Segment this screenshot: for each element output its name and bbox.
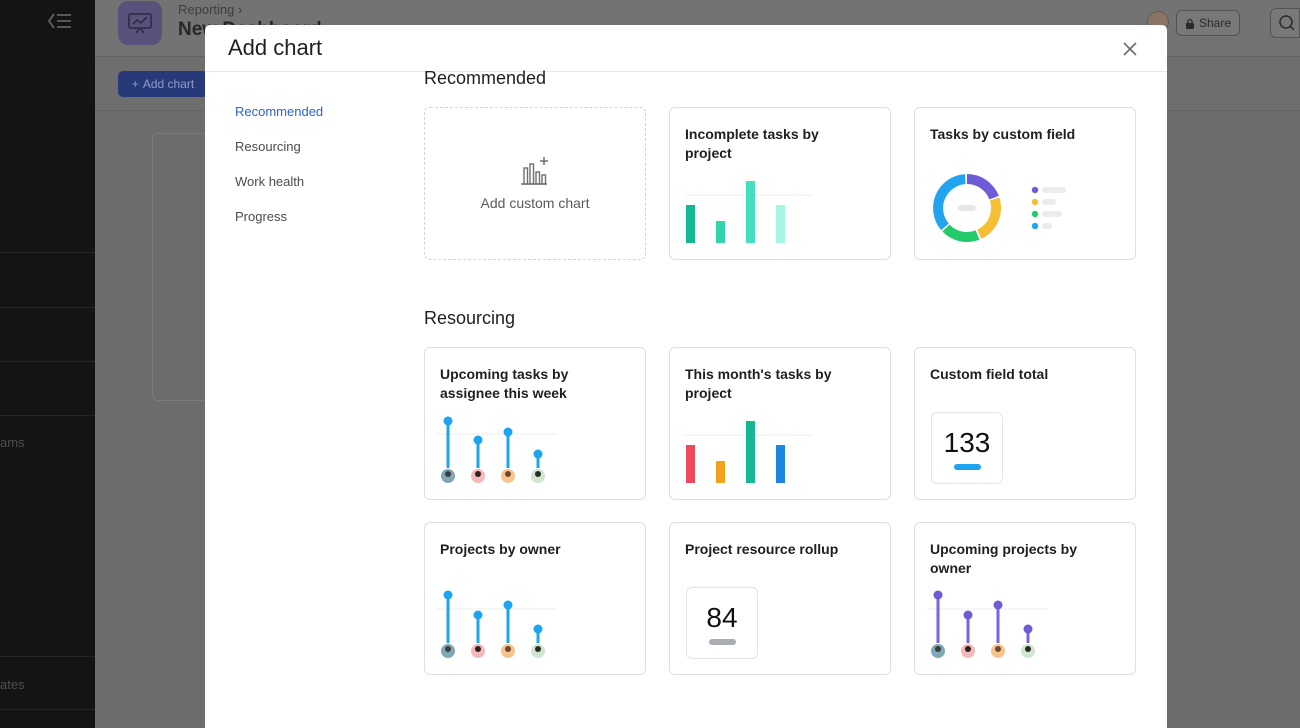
modal-title: Add chart xyxy=(228,35,323,60)
plus-icon: + xyxy=(131,77,139,91)
chart-card-projects-by-owner[interactable]: Projects by owner xyxy=(424,522,646,675)
nav-item-work-health[interactable]: Work health xyxy=(235,174,305,189)
search-icon xyxy=(1279,15,1295,31)
number-thumbnail: 133 xyxy=(931,412,1003,484)
close-button[interactable] xyxy=(1119,38,1140,59)
breadcrumb[interactable]: Reporting › xyxy=(178,2,243,17)
card-title: Projects by owner xyxy=(440,541,561,557)
share-label: Share xyxy=(1198,16,1232,30)
card-title: Upcoming projects by owner xyxy=(930,541,1078,576)
modal-header: Add chart xyxy=(205,25,1167,72)
sidebar-divider xyxy=(0,361,95,362)
nav-item-progress[interactable]: Progress xyxy=(235,209,288,224)
number-value: 84 xyxy=(706,602,738,633)
sidebar-divider xyxy=(0,307,95,308)
bar-chart-thumbnail xyxy=(685,421,813,483)
chart-card-month-tasks-by-project[interactable]: This month's tasks by project xyxy=(669,347,891,500)
add-chart-modal: Add chart Recommended Resourcing Work he… xyxy=(205,25,1167,728)
chart-card-incomplete-tasks[interactable]: Incomplete tasks by project xyxy=(669,107,891,260)
search-button[interactable] xyxy=(1270,8,1300,38)
sidebar-label-templates[interactable]: ates xyxy=(0,677,25,692)
donut-chart-thumbnail xyxy=(933,173,1066,243)
chart-card-upcoming-projects-by-owner[interactable]: Upcoming projects by owner xyxy=(914,522,1136,675)
number-thumbnail: 84 xyxy=(686,587,758,659)
chart-card-project-resource-rollup[interactable]: Project resource rollup 84 xyxy=(669,522,891,675)
dashboard-placeholder-card xyxy=(152,133,212,401)
sidebar: ams ates xyxy=(0,0,95,728)
add-custom-chart-card[interactable]: Add custom chart xyxy=(424,107,646,260)
sidebar-divider xyxy=(0,656,95,657)
sidebar-label-teams[interactable]: ams xyxy=(0,435,25,450)
bar-chart-plus-icon xyxy=(519,156,551,186)
card-title: This month's tasks by project xyxy=(685,366,832,401)
add-chart-label: Add chart xyxy=(142,77,195,91)
lollipop-chart-thumbnail xyxy=(437,416,557,483)
card-title: Tasks by custom field xyxy=(930,126,1076,142)
card-title: Project resource rollup xyxy=(685,541,839,557)
section-title-resourcing: Resourcing xyxy=(424,308,516,328)
number-value: 133 xyxy=(943,427,991,458)
dashboard-icon xyxy=(118,1,162,45)
number-underline xyxy=(709,639,736,645)
chart-gallery: Recommended Add custom chart Incomplete … xyxy=(205,68,1167,728)
chart-card-custom-field-total[interactable]: Custom field total 133 xyxy=(914,347,1136,500)
card-title: Upcoming tasks by assignee this week xyxy=(440,366,569,401)
nav-item-resourcing[interactable]: Resourcing xyxy=(235,139,301,154)
sidebar-divider xyxy=(0,415,95,416)
lock-icon xyxy=(1185,18,1194,29)
share-button[interactable]: Share xyxy=(1176,10,1240,36)
card-title: Incomplete tasks by project xyxy=(685,126,819,161)
close-icon xyxy=(1122,41,1137,56)
sidebar-toggle-icon[interactable] xyxy=(48,12,72,30)
sidebar-divider xyxy=(0,252,95,253)
lollipop-chart-thumbnail xyxy=(927,590,1047,658)
add-chart-button[interactable]: + Add chart xyxy=(118,71,208,97)
category-nav: Recommended Resourcing Work health Progr… xyxy=(235,103,395,243)
chart-card-tasks-by-custom-field[interactable]: Tasks by custom field xyxy=(914,107,1136,260)
nav-item-recommended[interactable]: Recommended xyxy=(235,104,324,119)
add-custom-chart-label: Add custom chart xyxy=(480,195,590,211)
card-title: Custom field total xyxy=(930,366,1049,382)
lollipop-chart-thumbnail xyxy=(437,590,557,658)
chart-card-upcoming-tasks-by-assignee[interactable]: Upcoming tasks by assignee this week xyxy=(424,347,646,500)
bar-chart-thumbnail xyxy=(685,181,813,243)
section-title-recommended: Recommended xyxy=(424,68,547,88)
sidebar-divider xyxy=(0,709,95,710)
number-underline xyxy=(954,464,981,470)
